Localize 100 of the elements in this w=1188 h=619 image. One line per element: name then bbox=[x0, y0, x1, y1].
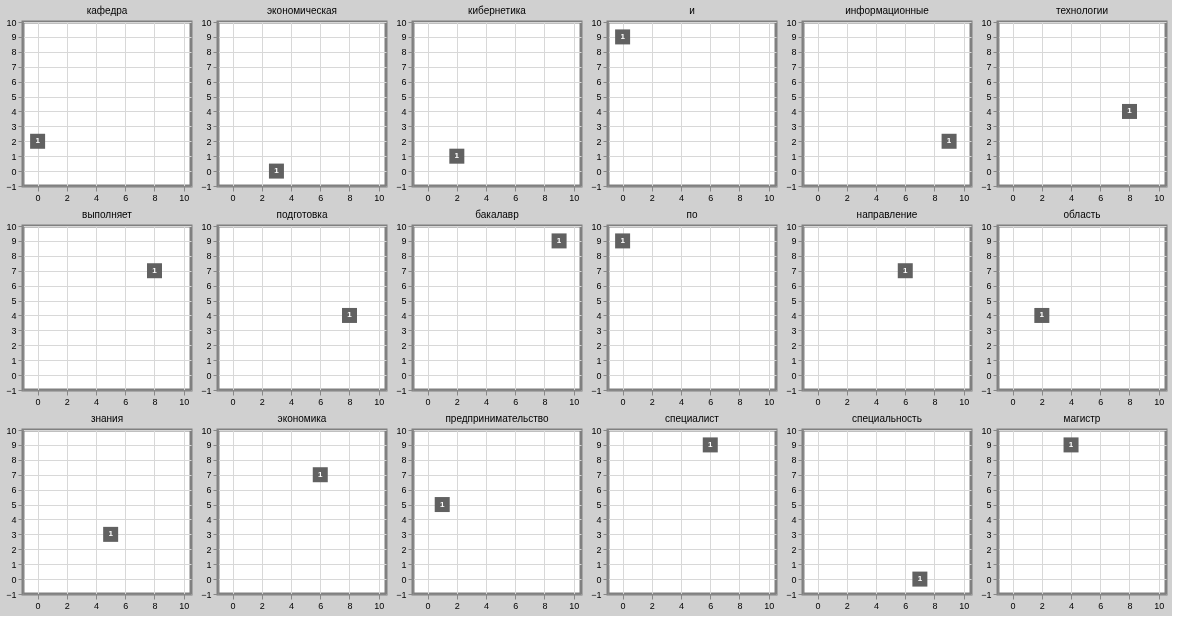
y-tick-label: 3 bbox=[206, 529, 212, 540]
x-tick-label: 10 bbox=[959, 600, 970, 611]
x-tick-label: 4 bbox=[484, 600, 490, 611]
x-tick-label: 4 bbox=[1069, 396, 1075, 407]
y-tick-label: 3 bbox=[596, 325, 602, 336]
chart-title: направление bbox=[856, 209, 918, 220]
y-tick-label: 10 bbox=[981, 221, 992, 232]
y-tick-label: 3 bbox=[986, 121, 992, 132]
y-tick-label: 6 bbox=[986, 485, 992, 496]
x-tick-label: 0 bbox=[35, 600, 41, 611]
y-tick-label: 5 bbox=[401, 500, 407, 511]
y-tick-label: 4 bbox=[401, 106, 407, 117]
x-tick-label: 0 bbox=[425, 396, 431, 407]
y-tick-label: 7 bbox=[401, 266, 407, 277]
y-tick-label: 6 bbox=[791, 485, 797, 496]
y-tick-label: 0 bbox=[596, 166, 602, 177]
y-tick-label: 5 bbox=[206, 92, 212, 103]
y-tick-label: 8 bbox=[791, 455, 797, 466]
y-tick-label: 6 bbox=[986, 281, 992, 292]
y-tick-label: 3 bbox=[11, 121, 17, 132]
annotation: 1 bbox=[620, 31, 626, 41]
x-tick-label: 4 bbox=[874, 600, 880, 611]
y-tick-label: 2 bbox=[11, 544, 17, 555]
x-tick-label: 8 bbox=[542, 600, 548, 611]
y-tick-label: 8 bbox=[986, 455, 992, 466]
x-tick-label: 8 bbox=[1127, 600, 1133, 611]
x-tick-label: 2 bbox=[454, 396, 460, 407]
x-tick-label: 10 bbox=[1154, 600, 1165, 611]
y-tick-label: 10 bbox=[591, 425, 602, 436]
y-tick-label: 10 bbox=[786, 221, 797, 232]
annotation: 1 bbox=[620, 235, 626, 245]
x-tick-label: 8 bbox=[1127, 396, 1133, 407]
y-tick-label: 0 bbox=[401, 574, 407, 585]
y-tick-label: 7 bbox=[401, 62, 407, 73]
y-tick-label: 9 bbox=[791, 32, 797, 43]
x-tick-label: 8 bbox=[1127, 192, 1133, 203]
y-tick-label: 10 bbox=[201, 221, 212, 232]
x-tick-label: 10 bbox=[764, 192, 775, 203]
x-tick-label: 10 bbox=[374, 192, 385, 203]
chart-title: знания bbox=[90, 413, 124, 424]
y-tick-label: 6 bbox=[11, 485, 17, 496]
y-tick-label: 1 bbox=[791, 355, 797, 366]
x-tick-label: 6 bbox=[513, 192, 519, 203]
annotation: 1 bbox=[347, 310, 353, 320]
y-tick-label: 2 bbox=[596, 340, 602, 351]
x-tick-label: 8 bbox=[347, 396, 353, 407]
y-tick-label: 6 bbox=[206, 485, 212, 496]
y-tick-label: 2 bbox=[11, 340, 17, 351]
annotation: 1 bbox=[708, 439, 714, 449]
y-tick-label: 7 bbox=[791, 62, 797, 73]
y-tick-label: 1 bbox=[986, 559, 992, 570]
y-tick-label: −1 bbox=[981, 589, 992, 600]
x-tick-label: 4 bbox=[289, 600, 295, 611]
y-tick-label: −1 bbox=[981, 385, 992, 396]
y-tick-label: 0 bbox=[986, 574, 992, 585]
y-tick-label: 5 bbox=[401, 296, 407, 307]
x-tick-label: 4 bbox=[679, 600, 685, 611]
x-tick-label: 6 bbox=[1098, 600, 1104, 611]
y-tick-label: 2 bbox=[596, 544, 602, 555]
y-tick-label: 6 bbox=[596, 485, 602, 496]
y-tick-label: 4 bbox=[791, 514, 797, 525]
y-tick-label: 1 bbox=[11, 355, 17, 366]
x-tick-label: 4 bbox=[94, 600, 100, 611]
y-tick-label: 6 bbox=[11, 77, 17, 88]
y-tick-label: 9 bbox=[11, 236, 17, 247]
x-tick-label: 0 bbox=[425, 192, 431, 203]
chart-title: и bbox=[689, 5, 695, 16]
x-tick-label: 4 bbox=[1069, 600, 1075, 611]
y-tick-label: 0 bbox=[401, 166, 407, 177]
y-tick-label: 9 bbox=[791, 440, 797, 451]
y-tick-label: 4 bbox=[596, 514, 602, 525]
y-tick-label: 1 bbox=[206, 355, 212, 366]
annotation: 1 bbox=[318, 469, 324, 479]
y-tick-label: 8 bbox=[986, 47, 992, 58]
y-tick-label: 3 bbox=[986, 529, 992, 540]
x-tick-label: 8 bbox=[152, 192, 158, 203]
x-tick-label: 0 bbox=[815, 600, 821, 611]
y-tick-label: 4 bbox=[596, 310, 602, 321]
y-tick-label: 6 bbox=[11, 281, 17, 292]
x-tick-label: 6 bbox=[708, 396, 714, 407]
y-tick-label: 2 bbox=[986, 544, 992, 555]
chart-title: по bbox=[686, 209, 698, 220]
x-tick-label: 2 bbox=[64, 192, 70, 203]
y-tick-label: 2 bbox=[986, 340, 992, 351]
y-tick-label: 1 bbox=[206, 559, 212, 570]
x-tick-label: 0 bbox=[230, 396, 236, 407]
x-tick-label: 4 bbox=[679, 396, 685, 407]
chart-title: экономическая bbox=[266, 5, 338, 16]
y-tick-label: 4 bbox=[986, 106, 992, 117]
y-tick-label: 10 bbox=[591, 17, 602, 28]
y-tick-label: 0 bbox=[206, 574, 212, 585]
y-tick-label: 8 bbox=[206, 455, 212, 466]
x-tick-label: 4 bbox=[289, 192, 295, 203]
y-tick-label: 3 bbox=[791, 529, 797, 540]
x-tick-label: 10 bbox=[179, 600, 190, 611]
y-tick-label: 0 bbox=[791, 166, 797, 177]
y-tick-label: 9 bbox=[596, 440, 602, 451]
y-tick-label: 1 bbox=[11, 559, 17, 570]
y-tick-label: 10 bbox=[981, 425, 992, 436]
y-tick-label: 9 bbox=[596, 32, 602, 43]
